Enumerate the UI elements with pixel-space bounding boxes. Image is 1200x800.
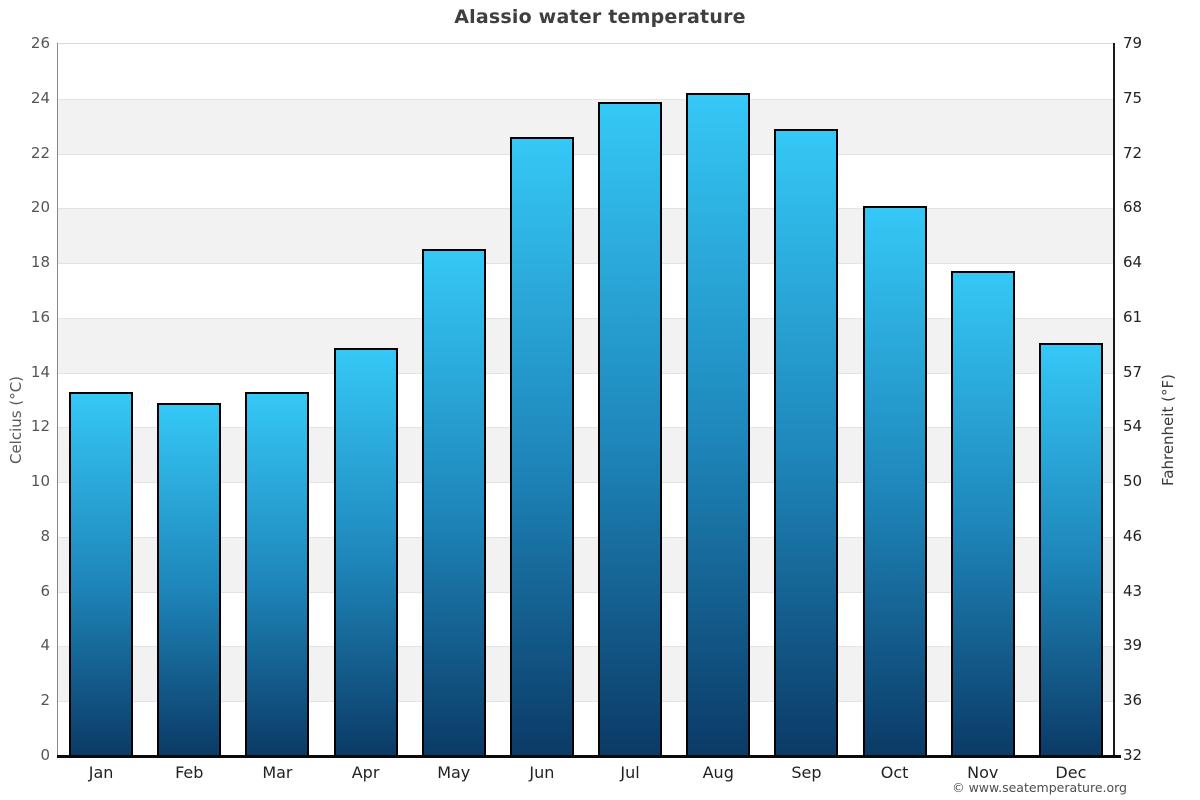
- x-tick-feb: Feb: [175, 763, 204, 782]
- celsius-tick: 20: [30, 198, 50, 217]
- celsius-tick: 4: [40, 636, 50, 655]
- gridline: [57, 263, 1115, 265]
- fahrenheit-tick: 57: [1123, 362, 1143, 381]
- fahrenheit-tick: 39: [1123, 636, 1143, 655]
- fahrenheit-tick: 32: [1123, 746, 1143, 764]
- gridline: [57, 98, 1115, 100]
- fahrenheit-tick: 72: [1123, 143, 1143, 162]
- bar-may: [421, 249, 486, 756]
- grid-band: [57, 372, 1115, 428]
- x-tick-oct: Oct: [880, 763, 909, 782]
- grid-band: [57, 482, 1115, 537]
- bar-aug: [686, 93, 751, 756]
- celsius-tick: 6: [40, 581, 50, 600]
- grid-band: [57, 153, 1115, 209]
- gridline: [57, 646, 1115, 648]
- left-axis-line: [57, 43, 58, 755]
- x-tick-apr: Apr: [351, 763, 380, 782]
- fahrenheit-tick: 68: [1123, 198, 1143, 217]
- bar-feb: [157, 402, 222, 756]
- grid-band: [57, 98, 1115, 154]
- grid-band: [57, 701, 1115, 756]
- gridline: [57, 427, 1115, 429]
- bar-sep: [774, 128, 839, 756]
- celsius-tick: 12: [30, 417, 50, 436]
- bar-nov: [950, 271, 1015, 756]
- bar-jul: [598, 101, 663, 756]
- celsius-tick: 14: [30, 362, 50, 381]
- gridline: [57, 208, 1115, 210]
- gridline: [57, 482, 1115, 484]
- copyright-link[interactable]: © www.seatemperature.org: [952, 780, 1127, 795]
- bar-mar: [245, 391, 310, 756]
- celsius-tick: 16: [30, 307, 50, 326]
- x-tick-jan: Jan: [88, 763, 114, 782]
- celsius-tick: 10: [30, 472, 50, 491]
- celsius-tick: 8: [40, 526, 50, 545]
- bar-jun: [509, 137, 574, 756]
- bar-dec: [1038, 342, 1103, 756]
- bar-oct: [862, 205, 927, 756]
- x-tick-jun: Jun: [529, 763, 555, 782]
- chart-title: Alassio water temperature: [454, 6, 746, 28]
- bar-apr: [333, 347, 398, 756]
- x-tick-jul: Jul: [620, 763, 640, 782]
- fahrenheit-tick: 50: [1123, 472, 1143, 491]
- celsius-tick: 18: [30, 253, 50, 272]
- fahrenheit-tick: 64: [1123, 253, 1143, 272]
- gridline: [57, 536, 1115, 538]
- grid-band: [57, 44, 1115, 99]
- celsius-tick: 0: [40, 746, 50, 764]
- grid-band: [57, 427, 1115, 483]
- x-tick-aug: Aug: [702, 763, 734, 782]
- grid-band: [57, 208, 1115, 264]
- x-tick-dec: Dec: [1055, 763, 1087, 782]
- gridline: [57, 153, 1115, 155]
- plot-area: [57, 43, 1115, 756]
- bar-jan: [69, 391, 134, 756]
- celsius-tick: 2: [40, 691, 50, 710]
- grid-band: [57, 591, 1115, 647]
- fahrenheit-tick: 61: [1123, 307, 1143, 326]
- gridline: [57, 317, 1115, 319]
- fahrenheit-tick: 46: [1123, 526, 1143, 545]
- fahrenheit-tick: 79: [1123, 34, 1143, 52]
- gridline: [57, 591, 1115, 593]
- fahrenheit-tick: 36: [1123, 691, 1143, 710]
- grid-band: [57, 536, 1115, 592]
- grid-band: [57, 646, 1115, 702]
- gridline: [57, 372, 1115, 374]
- grid-band: [57, 317, 1115, 373]
- x-tick-may: May: [437, 763, 471, 782]
- grid-band: [57, 263, 1115, 318]
- x-tick-mar: Mar: [262, 763, 293, 782]
- bottom-axis-line: [57, 755, 1121, 758]
- fahrenheit-tick: 54: [1123, 417, 1143, 436]
- fahrenheit-tick: 75: [1123, 88, 1143, 107]
- gridline: [57, 701, 1115, 703]
- x-tick-sep: Sep: [791, 763, 822, 782]
- x-tick-nov: Nov: [967, 763, 999, 782]
- celsius-tick: 24: [30, 88, 50, 107]
- right-axis-line: [1113, 43, 1115, 755]
- celsius-tick: 26: [30, 34, 50, 52]
- celsius-tick: 22: [30, 143, 50, 162]
- fahrenheit-tick: 43: [1123, 581, 1143, 600]
